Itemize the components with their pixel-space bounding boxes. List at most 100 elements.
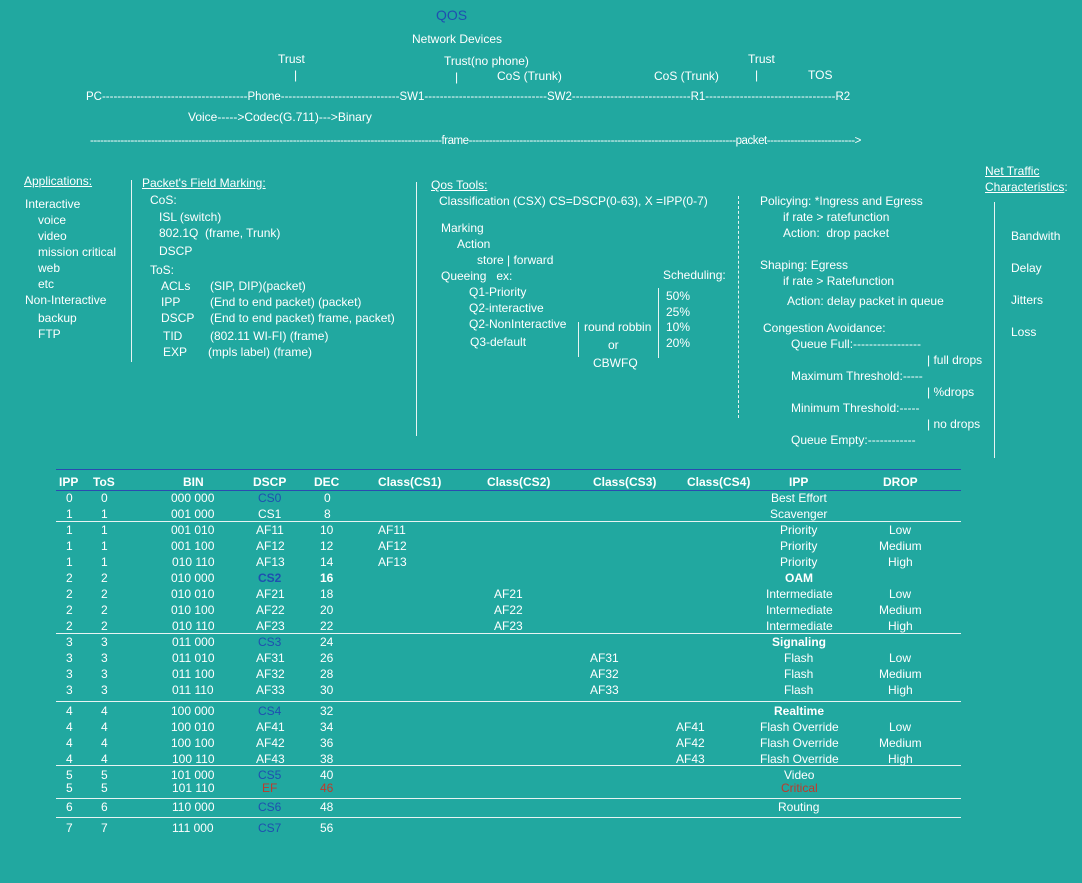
cell-dec: 46 (320, 781, 334, 795)
table-header-drop: DROP (883, 475, 918, 489)
cell-tos: 2 (101, 587, 108, 601)
table-rule (56, 633, 961, 634)
table-rule (56, 701, 961, 702)
marking-cos-8021q: 802.1Q (frame, Trunk) (159, 226, 281, 240)
cell-tos: 0 (101, 491, 108, 505)
marking-tos-ipp: IPP (161, 295, 181, 309)
table-rule (56, 521, 961, 522)
max-threshold: Maximum Threshold:----- (791, 369, 923, 383)
table-header-bin: BIN (183, 475, 204, 489)
policing-label: Policying: *Ingress and Egress (760, 194, 923, 208)
cell-ipp: 2 (66, 619, 73, 633)
cell-class-cs3: AF31 (590, 651, 619, 665)
cell-ipp: 3 (66, 667, 73, 681)
trust-no-phone-label: Trust(no phone) (444, 54, 529, 68)
marking-tos-tid: TID (163, 329, 183, 343)
cell-ipp-name: Flash (784, 683, 814, 697)
marking-tos-dscp: DSCP (161, 311, 195, 325)
table-header-dscp: DSCP (253, 475, 287, 489)
cell-ipp: 1 (66, 507, 73, 521)
cell-ipp-name: Intermediate (766, 603, 833, 617)
marking-heading: Packet's Field Marking: (142, 176, 266, 190)
cell-bin: 110 000 (172, 800, 215, 814)
full-drops: | full drops (927, 353, 983, 367)
cell-dscp: AF33 (256, 683, 285, 697)
table-header-class-cs1: Class(CS1) (378, 475, 442, 489)
marking-cos-isl: ISL (switch) (159, 210, 222, 224)
cell-ipp: 2 (66, 587, 73, 601)
app-ftp: FTP (38, 327, 61, 341)
marking-tos-tid-desc: (802.11 WI-FI) (frame) (210, 329, 329, 343)
cell-dscp: CS1 (258, 507, 282, 521)
sched-50: 50% (666, 289, 691, 303)
marking-tos: ToS: (150, 263, 175, 277)
table-rule (56, 817, 961, 818)
shaping-action: Action: delay packet in queue (787, 294, 944, 308)
cell-class-cs3: AF33 (590, 683, 619, 697)
cell-tos: 1 (101, 555, 108, 569)
cell-dscp: AF21 (256, 587, 285, 601)
cell-tos: 3 (101, 683, 108, 697)
cell-ipp-name: Priority (780, 539, 818, 553)
cell-tos: 2 (101, 603, 108, 617)
cell-dscp: CS2 (258, 571, 282, 585)
cell-ipp: 1 (66, 555, 73, 569)
app-etc: etc (38, 277, 55, 291)
trust-right-tick: | (755, 68, 759, 82)
cell-bin: 000 000 (171, 491, 215, 505)
table-header-ipp: IPP (59, 475, 79, 489)
cell-tos: 5 (101, 781, 108, 795)
cell-dscp: AF22 (256, 603, 285, 617)
net-traffic-heading-2: Characteristics (985, 180, 1065, 194)
cell-dec: 20 (320, 603, 334, 617)
cell-dec: 22 (320, 619, 334, 633)
shaping-label: Shaping: Egress (760, 258, 849, 272)
cell-class-cs2: AF23 (494, 619, 523, 633)
cell-tos: 6 (101, 800, 108, 814)
table-header-rule (56, 490, 961, 491)
table-header-dec: DEC (314, 475, 340, 489)
cell-ipp: 0 (66, 491, 73, 505)
cell-class-cs2: AF22 (494, 603, 523, 617)
cell-dec: 56 (320, 821, 334, 835)
cell-drop: Low (889, 720, 912, 734)
marking-tos-dscp-desc: (End to end packet) frame, packet) (210, 311, 395, 325)
queue-bracket (578, 322, 579, 357)
traffic-jitters: Jitters (1011, 293, 1044, 307)
cell-bin: 100 000 (171, 704, 215, 718)
cell-ipp-name: Priority (780, 523, 818, 537)
cell-bin: 101 110 (172, 781, 215, 795)
cell-bin: 010 110 (172, 555, 215, 569)
cell-dec: 48 (320, 800, 334, 814)
cell-dscp: AF11 (256, 523, 284, 537)
marking-tos-acls-desc: (SIP, DIP)(packet) (210, 279, 306, 293)
cell-tos: 7 (101, 821, 108, 835)
cell-bin: 100 110 (172, 752, 215, 766)
cell-dscp: EF (262, 781, 278, 795)
cell-tos: 2 (101, 571, 108, 585)
marking-cos: CoS: (150, 193, 177, 207)
cell-dscp: AF32 (256, 667, 285, 681)
cell-bin: 011 100 (172, 667, 215, 681)
cell-tos: 1 (101, 507, 108, 521)
cell-ipp: 4 (66, 752, 73, 766)
cell-bin: 011 110 (172, 683, 214, 697)
cell-class-cs4: AF41 (676, 720, 705, 734)
cell-dscp: AF41 (256, 720, 285, 734)
policing-action: Action: drop packet (783, 226, 890, 240)
no-drops: | no drops (927, 417, 981, 431)
cell-drop: Low (889, 651, 912, 665)
cell-ipp-name: Realtime (774, 704, 825, 718)
cell-tos: 3 (101, 667, 108, 681)
table-header-class-cs4: Class(CS4) (687, 475, 751, 489)
round-robin-label: round robbin (584, 320, 652, 334)
cell-dec: 10 (320, 523, 334, 537)
cell-drop: Medium (879, 736, 922, 750)
action-label: Action (457, 237, 491, 251)
cell-drop: High (888, 619, 913, 633)
cell-drop: Medium (879, 667, 922, 681)
cell-class-cs4: AF43 (676, 752, 705, 766)
min-threshold: Minimum Threshold:----- (791, 401, 920, 415)
marking-cos-dscp: DSCP (159, 244, 193, 258)
cell-drop: Medium (879, 603, 922, 617)
